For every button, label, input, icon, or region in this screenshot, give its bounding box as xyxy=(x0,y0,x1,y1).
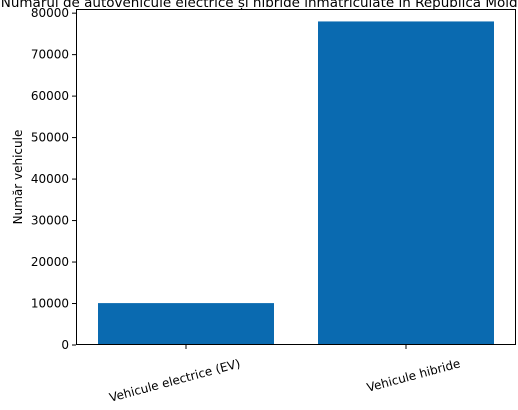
y-tick-label-1: 10000 xyxy=(31,297,69,311)
y-tick-label-0: 0 xyxy=(61,338,69,352)
y-tick-label-2: 20000 xyxy=(31,255,69,269)
x-axis-ticks: Vehicule electrice (EV) Vehicule hibride xyxy=(108,345,462,405)
x-tick-label-1: Vehicule hibride xyxy=(365,356,462,394)
bar-1 xyxy=(318,21,494,345)
y-tick-label-8: 80000 xyxy=(31,6,69,20)
x-tick-label-0: Vehicule electrice (EV) xyxy=(108,356,242,404)
y-tick-label-4: 40000 xyxy=(31,172,69,186)
y-tick-label-6: 60000 xyxy=(31,89,69,103)
y-tick-label-5: 50000 xyxy=(31,131,69,145)
bar-0 xyxy=(98,303,274,345)
bars-group xyxy=(98,21,494,345)
chart-title: Numărul de autovehicule electrice și hib… xyxy=(1,0,518,11)
plot-frame xyxy=(76,9,516,345)
y-axis-title: Număr vehicule xyxy=(11,130,25,225)
y-axis-ticks: 0 10000 20000 30000 40000 50000 60000 70000 8000… xyxy=(31,6,76,352)
y-tick-label-3: 30000 xyxy=(31,214,69,228)
y-tick-label-7: 70000 xyxy=(31,48,69,62)
